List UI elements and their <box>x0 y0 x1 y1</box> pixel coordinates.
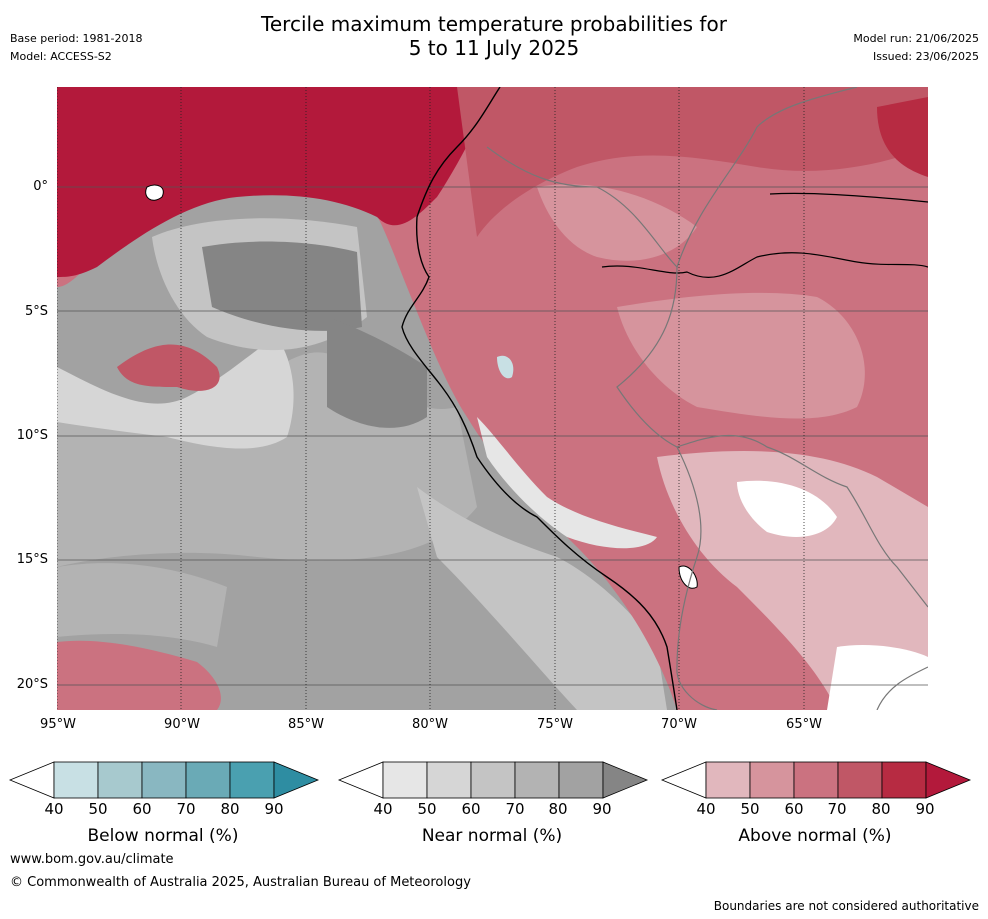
lake-titicaca <box>678 565 698 589</box>
above-normal-west <box>117 344 220 391</box>
cb-below-tick-50: 50 <box>88 800 108 818</box>
base-period-text: Base period: 1981-2018 <box>10 32 143 45</box>
galapagos-islands <box>145 184 164 201</box>
model-run-text: Model run: 21/06/2025 <box>853 32 979 45</box>
near-normal-sw <box>57 563 227 647</box>
colorbar-above-low-arrow <box>660 761 707 799</box>
colorbar-near-bin-5 <box>558 761 604 799</box>
probability-map <box>56 86 929 711</box>
near-normal-40-band <box>477 417 657 549</box>
map-title: Tercile maximum temperature probabilitie… <box>0 12 988 60</box>
colorbar-near-bin-4 <box>514 761 560 799</box>
map-svg <box>56 86 929 711</box>
cb-near-tick-90: 90 <box>592 800 612 818</box>
lon-label-80w: 80°W <box>412 717 448 732</box>
lon-label-95w: 95°W <box>40 717 76 732</box>
colorbar-below-bin-5 <box>229 761 275 799</box>
colorbar-above-high-arrow <box>925 761 972 799</box>
title-line-2: 5 to 11 July 2025 <box>408 36 580 60</box>
footer-url: www.bom.gov.au/climate <box>10 852 174 867</box>
near-normal-coastal <box>417 487 667 710</box>
colorbar-above-bin-5 <box>881 761 927 799</box>
lon-label-75w: 75°W <box>537 717 573 732</box>
above-normal-sw <box>57 640 221 710</box>
cb-above-tick-70: 70 <box>827 800 847 818</box>
above-normal-85 <box>877 97 928 177</box>
lon-label-65w: 65°W <box>786 717 822 732</box>
northern-river <box>769 192 929 203</box>
colorbar-above-bin-2 <box>749 761 795 799</box>
cb-near-tick-80: 80 <box>548 800 568 818</box>
cb-above-tick-60: 60 <box>784 800 804 818</box>
cb-below-tick-90: 90 <box>264 800 284 818</box>
cb-below-tick-80: 80 <box>220 800 240 818</box>
lat-label-20s: 20°S <box>16 677 48 692</box>
colorbar-near-bin-1 <box>382 761 428 799</box>
near-normal-50 <box>57 337 294 449</box>
graticule <box>57 186 928 686</box>
lon-label-90w: 90°W <box>164 717 200 732</box>
colorbar-below-bin-2 <box>97 761 143 799</box>
cb-near-tick-40: 40 <box>373 800 393 818</box>
colorbar-above-bin-3 <box>793 761 839 799</box>
colorbars-svg <box>8 761 972 799</box>
colorbar-near-title: Near normal (%) <box>421 826 563 846</box>
colorbar-below-high-arrow <box>273 761 320 799</box>
colorbar-below-bin-1 <box>53 761 99 799</box>
cb-below-tick-40: 40 <box>44 800 64 818</box>
colorbar-near-high-arrow <box>602 761 649 799</box>
cb-above-tick-90: 90 <box>915 800 935 818</box>
colorbar-below-bin-3 <box>141 761 187 799</box>
above-normal-90 <box>57 87 497 277</box>
lat-label-5s: 5°S <box>24 304 48 319</box>
cb-above-tick-50: 50 <box>740 800 760 818</box>
cb-below-tick-60: 60 <box>132 800 152 818</box>
cb-above-tick-80: 80 <box>871 800 891 818</box>
colorbar-above-bin-1 <box>705 761 751 799</box>
colorbar-below-bin-4 <box>185 761 231 799</box>
lat-label-0: 0° <box>33 179 48 194</box>
lon-label-85w: 85°W <box>288 717 324 732</box>
colorbar-near-bin-2 <box>426 761 472 799</box>
colorbar-below-title: Below normal (%) <box>87 826 239 846</box>
country-borders-north <box>676 86 858 268</box>
above-normal-50a <box>537 184 697 261</box>
cb-near-tick-50: 50 <box>417 800 437 818</box>
country-borders <box>486 146 929 608</box>
lon-label-70w: 70°W <box>661 717 697 732</box>
cb-below-tick-70: 70 <box>176 800 196 818</box>
footer-copyright: © Commonwealth of Australia 2025, Austra… <box>10 875 471 890</box>
country-borders-se <box>876 666 929 711</box>
country-borders-south <box>676 446 718 711</box>
footer-note: Boundaries are not considered authoritat… <box>713 899 979 913</box>
below-normal-patch <box>497 355 514 379</box>
meta-left: Base period: 1981-2018 Model: ACCESS-S2 <box>10 30 142 66</box>
meta-right: Model run: 21/06/2025 Issued: 23/06/2025 <box>853 30 979 66</box>
white-patch-east <box>737 480 837 537</box>
near-normal-90b <box>327 317 427 428</box>
above-normal-80 <box>457 87 928 237</box>
cb-above-tick-40: 40 <box>696 800 716 818</box>
title-line-1: Tercile maximum temperature probabilitie… <box>261 12 727 36</box>
cb-near-tick-60: 60 <box>461 800 481 818</box>
white-patch-se <box>827 645 928 710</box>
cb-near-tick-70: 70 <box>505 800 525 818</box>
near-normal-90 <box>202 241 362 331</box>
lat-label-10s: 10°S <box>16 428 48 443</box>
colorbar-above-bin-4 <box>837 761 883 799</box>
issued-text: Issued: 23/06/2025 <box>872 50 979 63</box>
colorbar-above-title: Above normal (%) <box>738 826 892 846</box>
colorbar-near-bin-3 <box>470 761 516 799</box>
coastline <box>401 86 678 711</box>
colorbar-near-low-arrow <box>337 761 384 799</box>
colorbar-below-low-arrow <box>8 761 55 799</box>
lat-label-15s: 15°S <box>16 552 48 567</box>
amazon-river <box>601 252 929 278</box>
model-text: Model: ACCESS-S2 <box>10 50 112 63</box>
meridians <box>56 87 805 710</box>
